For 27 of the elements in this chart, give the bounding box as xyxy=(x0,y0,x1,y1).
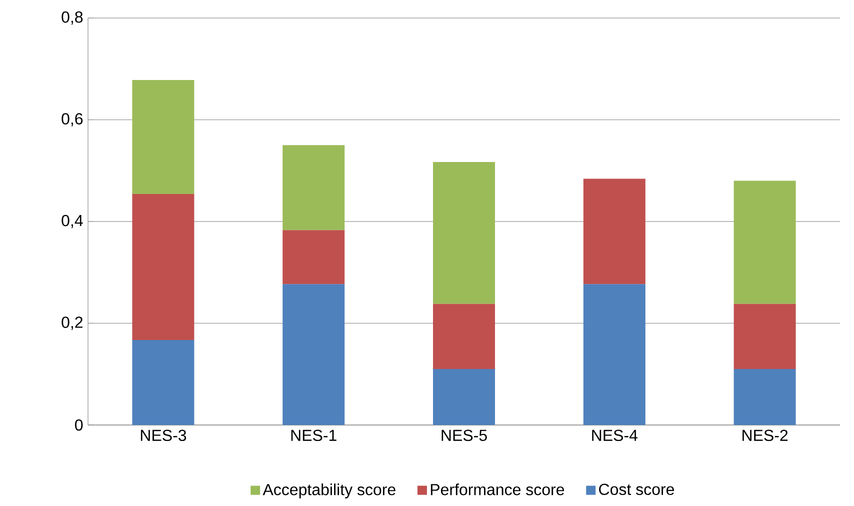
bar xyxy=(282,284,345,425)
x-tick-label: NES-4 xyxy=(592,430,638,442)
bar xyxy=(433,162,495,304)
bar xyxy=(132,340,194,425)
y-tick-label: 0,4 xyxy=(62,214,83,228)
bar xyxy=(734,369,796,425)
bar xyxy=(433,304,495,370)
bar xyxy=(583,178,646,284)
x-tick-label: NES-3 xyxy=(140,430,186,442)
x-tick-label: NES-5 xyxy=(442,430,487,442)
x-tick-label: NES-2 xyxy=(742,430,788,442)
legend-label: Acceptability score xyxy=(262,484,396,498)
bar xyxy=(734,180,796,304)
bar xyxy=(433,369,495,425)
legend-label: Cost score xyxy=(599,484,674,496)
y-tick-label: 0 xyxy=(75,419,83,431)
y-tick-label: 0,8 xyxy=(62,11,83,25)
bar xyxy=(734,304,796,370)
legend-label: Performance score xyxy=(430,484,564,496)
y-tick-label: 0,6 xyxy=(62,113,83,126)
bar xyxy=(282,230,345,284)
bar xyxy=(132,80,194,194)
bar xyxy=(583,284,646,425)
bar xyxy=(132,194,194,340)
y-tick-label: 0,2 xyxy=(62,316,82,330)
x-tick-label: NES-1 xyxy=(291,430,336,442)
bar xyxy=(282,145,345,230)
